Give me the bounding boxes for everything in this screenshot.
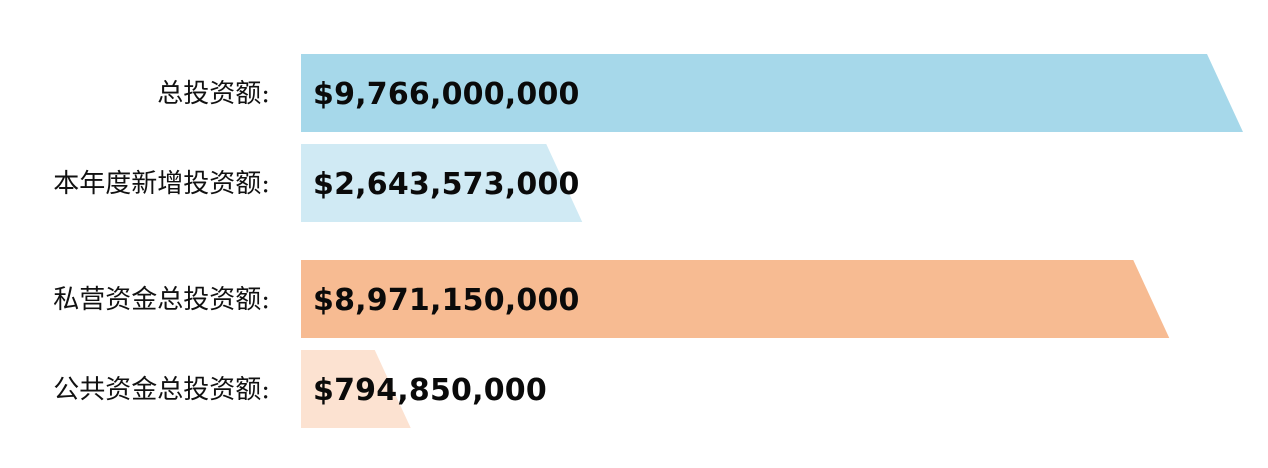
value-labels-layer: $9,766,000,000 $2,643,573,000 $8,971,150,0… bbox=[313, 77, 580, 408]
value-label-4: $794,850,000 bbox=[313, 373, 547, 408]
bar-4 bbox=[301, 350, 411, 428]
value-label-1: $9,766,000,000 bbox=[313, 77, 580, 112]
category-label-2: 本年度新增投资额: bbox=[53, 169, 270, 199]
category-label-3: 私营资金总投资额: bbox=[53, 285, 270, 315]
bar-3 bbox=[301, 260, 1170, 338]
category-label-4: 公共资金总投资额: bbox=[53, 375, 270, 405]
category-labels-layer: 总投资额: 本年度新增投资额: 私营资金总投资额: 公共资金总投资额: bbox=[53, 79, 270, 405]
bar-2 bbox=[301, 144, 583, 222]
bars-layer bbox=[301, 54, 1243, 428]
value-label-2: $2,643,573,000 bbox=[313, 167, 580, 202]
value-label-3: $8,971,150,000 bbox=[313, 283, 580, 318]
bar-1 bbox=[301, 54, 1243, 132]
category-label-1: 总投资额: bbox=[157, 79, 270, 109]
